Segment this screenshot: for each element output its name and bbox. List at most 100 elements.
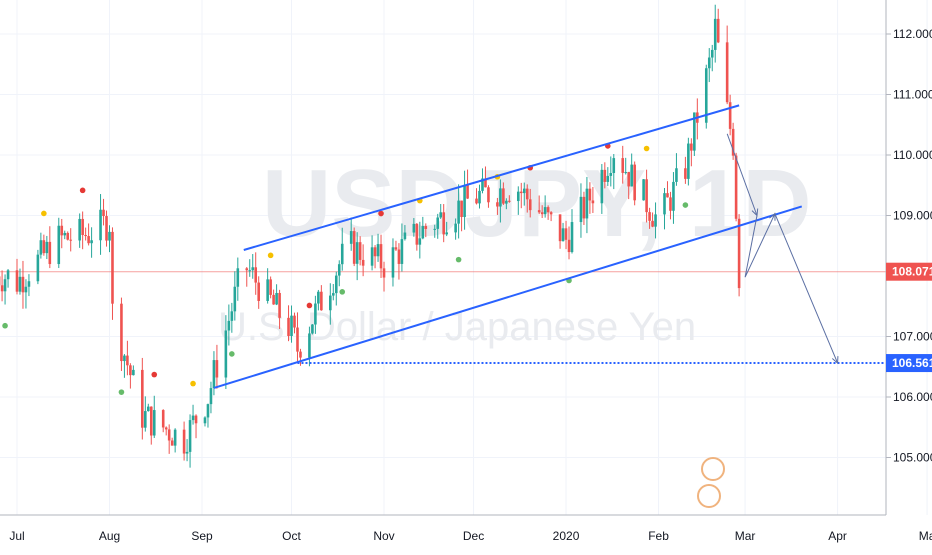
- candle-body: [183, 430, 186, 454]
- candle-body: [87, 236, 90, 243]
- candle-body: [380, 244, 383, 268]
- candle-body: [204, 417, 207, 423]
- candle-body: [25, 287, 28, 293]
- candle-body: [612, 158, 615, 173]
- candle-body: [210, 388, 213, 404]
- candle-body: [669, 197, 672, 210]
- candle-body: [275, 293, 278, 305]
- candle-body: [580, 197, 583, 222]
- candle-body: [141, 370, 144, 428]
- candle-body: [589, 189, 592, 201]
- candle-body: [395, 247, 398, 249]
- candle-body: [248, 270, 251, 271]
- candle-body: [362, 260, 365, 266]
- candle-body: [174, 430, 177, 446]
- time-tick-label: Jul: [9, 529, 24, 543]
- signal-marker: [268, 253, 274, 259]
- candle-body: [120, 304, 123, 361]
- candle-body: [621, 158, 624, 173]
- time-tick-label: Nov: [373, 529, 394, 543]
- candle-body: [371, 247, 374, 265]
- price-axis[interactable]: 112.000111.000110.000109.000107.000106.0…: [886, 0, 932, 515]
- candle-body: [499, 188, 502, 206]
- candle-body: [99, 210, 102, 241]
- candle-body: [290, 316, 293, 336]
- candle-body: [568, 240, 571, 252]
- candle-body: [505, 201, 508, 204]
- candle-body: [216, 360, 219, 377]
- signal-marker: [2, 323, 8, 329]
- candle-body: [684, 168, 687, 179]
- candle-body: [81, 219, 84, 235]
- candle-body: [228, 321, 231, 331]
- candle-body: [338, 264, 341, 275]
- signal-marker: [229, 351, 235, 357]
- candle-body: [63, 233, 66, 235]
- candle-body: [433, 229, 436, 230]
- candle-body: [293, 316, 296, 328]
- candle-body: [738, 219, 741, 288]
- candle-body: [329, 296, 332, 311]
- signal-marker: [307, 303, 313, 309]
- time-tick-label: Oct: [282, 529, 301, 543]
- signal-marker: [151, 372, 157, 378]
- candle-body: [547, 207, 550, 212]
- candle-body: [314, 304, 317, 325]
- candle-body: [147, 407, 150, 411]
- candle-body: [251, 267, 254, 270]
- candle-body: [392, 247, 395, 277]
- candle-body: [559, 214, 562, 241]
- candle-body: [257, 283, 260, 301]
- candle-body: [102, 210, 105, 216]
- candle-body: [714, 19, 717, 50]
- candle-body: [192, 416, 195, 420]
- candle-body: [466, 185, 469, 199]
- candle-body: [90, 240, 93, 243]
- time-tick-label: Apr: [828, 529, 847, 543]
- candle-body: [254, 267, 257, 282]
- candle-body: [454, 224, 457, 233]
- candle-body: [442, 212, 445, 234]
- candle-body: [422, 226, 425, 238]
- candle-body: [57, 226, 60, 264]
- candle-body: [463, 185, 466, 217]
- signal-marker: [378, 211, 384, 217]
- candle-body: [353, 231, 356, 264]
- candle-body: [627, 172, 630, 186]
- candle-body: [186, 452, 189, 454]
- candle-body: [19, 277, 22, 292]
- candle-body: [586, 189, 589, 219]
- candle-body: [28, 281, 31, 287]
- candle-body: [320, 292, 323, 311]
- price-tick-label: 110.000: [893, 148, 932, 162]
- candle-body: [565, 228, 568, 239]
- candle-body: [690, 144, 693, 151]
- time-tick-label: Ma: [919, 529, 932, 543]
- candle-body: [735, 156, 738, 219]
- candle-body: [144, 411, 147, 428]
- candle-body: [478, 191, 481, 204]
- candle-body: [317, 292, 320, 304]
- time-axis[interactable]: JulAugSepOctNovDec2020FebMarAprMa: [0, 515, 932, 543]
- signal-marker: [339, 289, 345, 295]
- candle-body: [487, 187, 490, 202]
- candle-body: [132, 370, 135, 375]
- target-price-label: 106.561: [892, 356, 932, 370]
- candle-body: [520, 192, 523, 193]
- candle-body: [84, 235, 87, 236]
- candle-body: [404, 233, 407, 240]
- candle-body: [708, 58, 711, 69]
- candle-body: [43, 240, 46, 253]
- logo-ring: [702, 458, 724, 480]
- candle-body: [296, 328, 299, 352]
- candle-body: [562, 228, 565, 241]
- candle-body: [269, 279, 272, 295]
- candle-body: [687, 144, 690, 179]
- candle-body: [630, 165, 633, 187]
- candle-body: [726, 42, 729, 102]
- candle-body: [150, 407, 153, 436]
- candle-body: [237, 268, 240, 286]
- candle-body: [126, 356, 129, 366]
